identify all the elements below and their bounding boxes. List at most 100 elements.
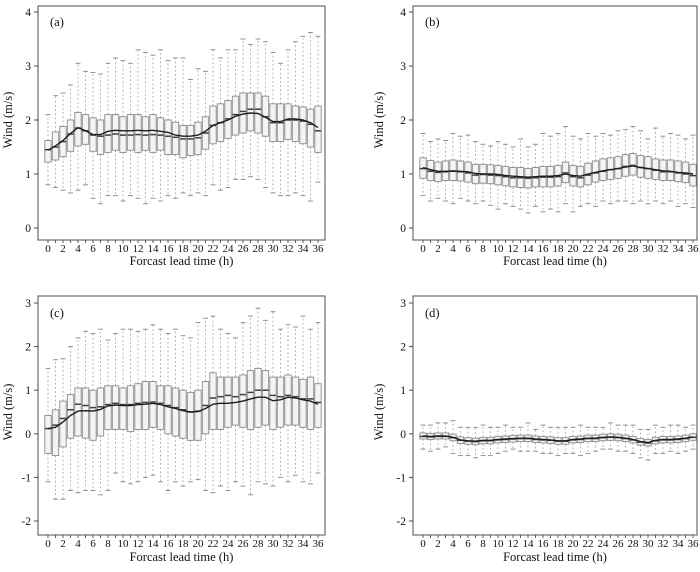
axis-border [37, 295, 326, 536]
svg-text:6: 6 [465, 538, 471, 550]
svg-text:10: 10 [493, 243, 505, 255]
svg-text:-1: -1 [21, 472, 31, 484]
whiskers-group [45, 32, 321, 205]
box [186, 391, 195, 441]
x-axis-label: Forcast lead time (h) [503, 550, 607, 564]
svg-text:36: 36 [688, 538, 700, 550]
svg-text:2: 2 [60, 243, 66, 255]
x-axis-ticks: 0 2 4 6 8 10 12 14 16 18 20 22 24 26 28 30 32 34 36 [45, 240, 324, 255]
svg-text:32: 32 [283, 243, 294, 255]
box [186, 124, 195, 157]
svg-text:18: 18 [178, 538, 190, 550]
svg-text:36: 36 [313, 538, 325, 550]
svg-text:32: 32 [658, 538, 669, 550]
svg-text:34: 34 [298, 243, 310, 255]
box [81, 387, 90, 439]
svg-text:0: 0 [400, 429, 406, 441]
y-axis-ticks: 0 1 2 3 4 [25, 7, 38, 235]
box [119, 387, 127, 430]
y-axis-ticks: -2 -1 0 1 2 3 [396, 298, 413, 528]
svg-text:30: 30 [268, 243, 280, 255]
svg-text:-2: -2 [396, 516, 406, 528]
svg-text:12: 12 [133, 538, 144, 550]
svg-text:26: 26 [238, 538, 250, 550]
box [291, 105, 300, 143]
y-axis-label: Wind (m/s) [1, 92, 15, 149]
box [149, 381, 157, 428]
svg-text:18: 18 [553, 538, 565, 550]
medians-group [44, 389, 322, 430]
svg-text:28: 28 [253, 243, 265, 255]
svg-text:24: 24 [223, 243, 235, 255]
svg-text:16: 16 [163, 243, 175, 255]
box [96, 119, 105, 156]
svg-text:4: 4 [75, 538, 81, 550]
svg-text:16: 16 [163, 538, 175, 550]
svg-text:28: 28 [253, 538, 265, 550]
box [674, 160, 682, 182]
y-axis-label: Wind (m/s) [372, 384, 386, 441]
box [74, 387, 82, 437]
svg-text:20: 20 [568, 538, 580, 550]
panel-d: -2 -1 0 1 2 3 0 2 4 6 8 10 12 14 16 18 20 22 24 26 28 30 32 34 3… [350, 284, 700, 567]
y-axis-ticks: 0 1 2 3 4 [400, 7, 413, 235]
mean-line [422, 435, 694, 444]
svg-text:36: 36 [688, 243, 700, 255]
box [156, 385, 165, 430]
x-axis-label: Forcast lead time (h) [130, 254, 234, 268]
svg-text:2: 2 [435, 538, 441, 550]
box [141, 381, 150, 430]
box [89, 389, 97, 441]
svg-text:18: 18 [178, 243, 190, 255]
svg-text:4: 4 [450, 538, 456, 550]
svg-text:12: 12 [508, 243, 519, 255]
svg-text:28: 28 [628, 538, 640, 550]
whiskers-group [420, 126, 696, 214]
svg-text:22: 22 [208, 538, 219, 550]
svg-text:34: 34 [673, 243, 685, 255]
svg-text:1: 1 [400, 385, 406, 397]
svg-text:18: 18 [553, 243, 565, 255]
box [276, 376, 285, 428]
svg-text:16: 16 [538, 243, 550, 255]
box [201, 381, 210, 435]
panel-tag: (d) [425, 306, 440, 320]
svg-text:24: 24 [223, 538, 235, 550]
svg-text:2: 2 [400, 115, 406, 127]
svg-text:24: 24 [598, 243, 610, 255]
svg-text:16: 16 [538, 538, 550, 550]
svg-text:32: 32 [658, 243, 669, 255]
svg-text:14: 14 [523, 538, 535, 550]
box [126, 385, 135, 433]
x-axis-ticks: 0 2 4 6 8 10 12 14 16 18 20 22 24 26 28 30 32 34 36 [420, 240, 699, 255]
box [599, 158, 607, 181]
box [44, 140, 52, 163]
svg-text:8: 8 [480, 243, 486, 255]
svg-text:28: 28 [628, 243, 640, 255]
panel-tag: (c) [50, 306, 64, 320]
svg-text:3: 3 [25, 61, 31, 73]
svg-text:22: 22 [583, 243, 594, 255]
box [284, 103, 292, 140]
svg-text:3: 3 [400, 298, 406, 310]
box [179, 389, 187, 439]
svg-text:-1: -1 [396, 472, 406, 484]
svg-text:14: 14 [148, 538, 160, 550]
svg-text:4: 4 [400, 7, 406, 19]
svg-text:22: 22 [208, 243, 219, 255]
svg-text:6: 6 [90, 538, 96, 550]
y-axis-label: Wind (m/s) [372, 92, 386, 149]
y-axis-label: Wind (m/s) [1, 384, 15, 441]
svg-text:-2: -2 [21, 516, 31, 528]
svg-text:2: 2 [400, 342, 406, 354]
box [306, 108, 315, 148]
svg-text:12: 12 [508, 538, 519, 550]
box [111, 385, 120, 430]
box [164, 119, 172, 156]
box [246, 92, 255, 132]
svg-text:2: 2 [435, 243, 441, 255]
svg-text:30: 30 [643, 243, 655, 255]
box [606, 157, 615, 180]
